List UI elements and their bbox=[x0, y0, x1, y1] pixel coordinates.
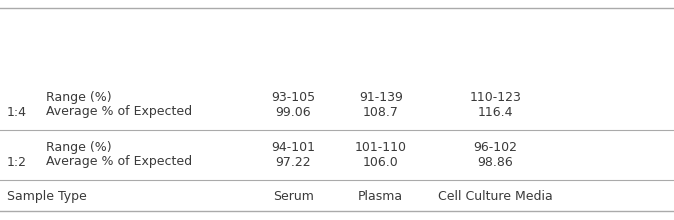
Text: 106.0: 106.0 bbox=[363, 156, 399, 169]
Text: 99.06: 99.06 bbox=[276, 106, 311, 119]
Text: Average % of Expected: Average % of Expected bbox=[46, 156, 192, 169]
Text: Serum: Serum bbox=[273, 189, 313, 202]
Text: 94-101: 94-101 bbox=[271, 141, 315, 154]
Text: Range (%): Range (%) bbox=[46, 141, 111, 154]
Text: Cell Culture Media: Cell Culture Media bbox=[438, 189, 553, 202]
Text: 116.4: 116.4 bbox=[478, 106, 513, 119]
Text: Plasma: Plasma bbox=[359, 189, 403, 202]
Text: 1:2: 1:2 bbox=[7, 156, 27, 169]
Text: 97.22: 97.22 bbox=[276, 156, 311, 169]
Text: 96-102: 96-102 bbox=[473, 141, 518, 154]
Text: 1:4: 1:4 bbox=[7, 106, 27, 119]
Text: 91-139: 91-139 bbox=[359, 90, 403, 103]
Text: 110-123: 110-123 bbox=[470, 90, 521, 103]
Text: Average % of Expected: Average % of Expected bbox=[46, 106, 192, 119]
Text: Sample Type: Sample Type bbox=[7, 189, 86, 202]
Text: 98.86: 98.86 bbox=[477, 156, 514, 169]
Text: 101-110: 101-110 bbox=[355, 141, 407, 154]
Text: 93-105: 93-105 bbox=[271, 90, 315, 103]
Text: 108.7: 108.7 bbox=[363, 106, 399, 119]
Text: Range (%): Range (%) bbox=[46, 90, 111, 103]
